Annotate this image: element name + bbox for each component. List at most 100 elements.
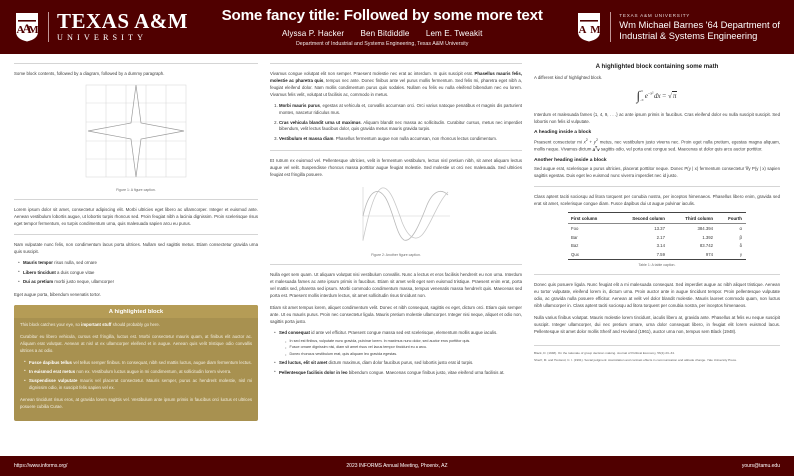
h1-c: sagittis odio, vel porta erat congue sed… bbox=[599, 146, 763, 152]
middle-para-1a: Vivamus congue volutpat elit non semper.… bbox=[270, 71, 475, 76]
middle-para-4: Etiam sit amet tempus lorem, aliquet con… bbox=[270, 305, 522, 325]
footer-email-link[interactable]: yours@tamu.edu bbox=[741, 463, 780, 469]
right-column: A highlighted block containing some math… bbox=[528, 63, 786, 453]
left-para-1: Lorem ipsum dolor sit amet, consectetur … bbox=[14, 207, 258, 227]
svg-text:M: M bbox=[28, 24, 39, 36]
table-cell: 7.59 bbox=[656, 251, 665, 257]
atm-shield-icon-secondary: A M bbox=[576, 12, 602, 42]
department-name: TEXAS A&M UNIVERSITY Wm Michael Barnes '… bbox=[619, 13, 780, 42]
right-heading-2: Another heading inside a block bbox=[534, 157, 607, 163]
middle-block-2: Et rutrum ex euismod vel. Pellentesque u… bbox=[270, 149, 522, 257]
table-cell: 1.392 bbox=[702, 234, 714, 240]
right-para-after-table: Donec quis posuere ligula. Nunc feugiat … bbox=[534, 281, 780, 308]
sub-list-item: In sed est finibus, vulputate nunc gravi… bbox=[285, 339, 522, 345]
right-para-last: Nulla varius finibus volutpat. Mauris mo… bbox=[534, 314, 780, 334]
author-list: Alyssa P. Hacker Ben Bitdiddle Lem E. Tw… bbox=[194, 29, 570, 38]
list-item: Libero tincidunt a duis congue vitae bbox=[18, 269, 258, 277]
wordmark-line1: TEXAS A&M bbox=[57, 9, 189, 34]
reference-item: Black, D. (1948). On the rationale of gr… bbox=[534, 350, 675, 355]
column-header: First column bbox=[571, 215, 598, 221]
list-item: Sed consequat id ante vel efficitur. Pra… bbox=[274, 330, 522, 358]
table-cell: 974 bbox=[705, 251, 714, 257]
table-cell: γ bbox=[739, 251, 742, 257]
table-cell: Baz bbox=[571, 243, 579, 249]
column-header: Fourth bbox=[728, 215, 742, 221]
bullet-rest: risus nulla, sed ornare bbox=[54, 260, 97, 266]
figure-1: Figure 1: A figure caption. bbox=[14, 82, 258, 192]
column-header: Third column bbox=[685, 215, 714, 221]
figure-1-caption: Figure 1: A figure caption. bbox=[116, 188, 156, 193]
left-bullet-list: Mauris tempor risus nulla, sed ornare Li… bbox=[14, 260, 258, 286]
bullet-lead: Suspendisse vulputate bbox=[29, 378, 78, 384]
footer-website-link[interactable]: https://www.informs.org/ bbox=[14, 463, 68, 469]
table-row: Qux 7.59 974 γ bbox=[568, 250, 746, 260]
table-cell: Foo bbox=[571, 225, 579, 231]
left-intro-block: Some block contents, followed by a diagr… bbox=[14, 63, 258, 192]
middle-para-3: Nulla eget sem quam. Ut aliquam volutpat… bbox=[270, 271, 522, 298]
author-0: Alyssa P. Hacker bbox=[281, 28, 345, 38]
highlight-lead-post: should probably go here. bbox=[111, 322, 160, 328]
left-column: Some block contents, followed by a diagr… bbox=[8, 63, 264, 453]
list-item: Sed luctus, elit sit amet dictum maximus… bbox=[274, 360, 522, 368]
poster-footer: https://www.informs.org/ 2023 INFORMS An… bbox=[0, 456, 794, 476]
table-cell: 384.394 bbox=[697, 225, 714, 231]
item-rest: . Phasellus fermentum augue non nulla ac… bbox=[333, 135, 498, 141]
list-item: Mauris tempor risus nulla, sed ornare bbox=[18, 260, 258, 268]
left-para-block-2: Nam vulputate nunc felis, non condimentu… bbox=[14, 234, 258, 298]
atm-shield-icon: A A M A bbox=[14, 12, 40, 42]
bullet-lead: Pellentesque facilisis dolor in leo bbox=[279, 369, 348, 375]
left-intro-text: Some block contents, followed by a diagr… bbox=[14, 71, 165, 76]
bullet-rest: non ex. Vestibulum luctus augue in mi co… bbox=[76, 368, 232, 374]
left-para-block-1: Lorem ipsum dolor sit amet, consectetur … bbox=[14, 199, 258, 227]
list-item: Dui ac pretium morbi justo neque, ullamc… bbox=[18, 279, 258, 287]
affiliation: Department of Industrial and Systems Eng… bbox=[295, 40, 469, 47]
svg-text:A: A bbox=[579, 24, 587, 36]
list-item: Morbi mauris purus, egestas at vehicula … bbox=[279, 103, 522, 117]
dept-divider bbox=[610, 12, 612, 42]
list-item: Vestibulum et massa diam. Phasellus ferm… bbox=[279, 136, 522, 143]
bullet-lead: Fusce dapibus tellus bbox=[29, 359, 72, 365]
item-lead: Vestibulum et massa diam bbox=[279, 135, 334, 141]
svg-text:A: A bbox=[22, 21, 32, 36]
list-item: In euismod erat metus non ex. Vestibulum… bbox=[24, 368, 252, 376]
table-cell: α bbox=[739, 225, 742, 231]
table-row: Foo 13.37 384.394 α bbox=[568, 224, 746, 233]
highlighted-block: A highlighted block This block catches y… bbox=[14, 305, 258, 422]
svg-text:A: A bbox=[17, 24, 25, 36]
right-intro: A different kind of highlighted block. bbox=[534, 75, 603, 80]
table-header-row: First column Second column Third column … bbox=[568, 212, 746, 224]
middle-bullet-list: Sed consequat id ante vel efficitur. Pra… bbox=[270, 330, 522, 377]
bullet-lead: Libero tincidunt bbox=[23, 269, 56, 275]
bullet-lead: Sed luctus, elit sit amet bbox=[279, 360, 328, 366]
data-table: First column Second column Third column … bbox=[568, 212, 746, 260]
item-lead: Morbi mauris purus bbox=[279, 103, 320, 109]
h1-b: metus, nec vestibulum justo viverra nec.… bbox=[534, 139, 781, 152]
university-wordmark: TEXAS A&M UNIVERSITY bbox=[57, 11, 188, 42]
table-head: First column Second column Third column … bbox=[568, 212, 746, 224]
integral-limits: ∞ -∞ bbox=[640, 89, 644, 103]
poster-columns: Some block contents, followed by a diagr… bbox=[0, 57, 794, 453]
table-caption: Table 1: A table caption. bbox=[638, 262, 676, 267]
wordmark-line2: UNIVERSITY bbox=[57, 33, 148, 43]
figure-2: Figure 2: Another figure caption. bbox=[270, 183, 522, 257]
highlight-closing: Aenean tincidunt risus eros, at gravida … bbox=[20, 397, 252, 410]
bullet-rest: vel tellus semper finibus. In consequat,… bbox=[73, 359, 252, 365]
highlight-bullet-list: Fusce dapibus tellus vel tellus semper f… bbox=[20, 359, 252, 393]
right-section-title: A highlighted block containing some math bbox=[595, 63, 719, 70]
logo-divider bbox=[48, 11, 49, 42]
table-body: Foo 13.37 384.394 α Bar 2.17 1.392 β bbox=[568, 224, 746, 260]
gaussian-integral-equation: ∫ ∞ -∞ e−x² dx = √π bbox=[636, 88, 678, 104]
table-cell: 2.17 bbox=[656, 234, 665, 240]
table-cell: Bar bbox=[571, 234, 578, 240]
bullet-lead: Dui ac pretium bbox=[23, 279, 54, 285]
left-para-3: Eget augue porta, bibendum venenatis tor… bbox=[14, 292, 101, 297]
list-item: Fusce dapibus tellus vel tellus semper f… bbox=[24, 359, 252, 367]
middle-para-1: Vivamus congue volutpat elit non semper.… bbox=[270, 70, 522, 98]
right-heading-2-para: Sed augue erat, scelerisque a purus ultr… bbox=[534, 166, 780, 179]
dept-line2: Industrial & Systems Engineering bbox=[619, 30, 758, 42]
right-heading-1: A heading inside a block bbox=[534, 130, 592, 136]
right-heading-1-para: Praesent consectetur mi x2 + y2 metus, n… bbox=[534, 137, 781, 152]
list-item: Cras vehicula blandit urna ut maximus. A… bbox=[279, 120, 522, 134]
dept-eyebrow: TEXAS A&M UNIVERSITY bbox=[619, 12, 691, 18]
